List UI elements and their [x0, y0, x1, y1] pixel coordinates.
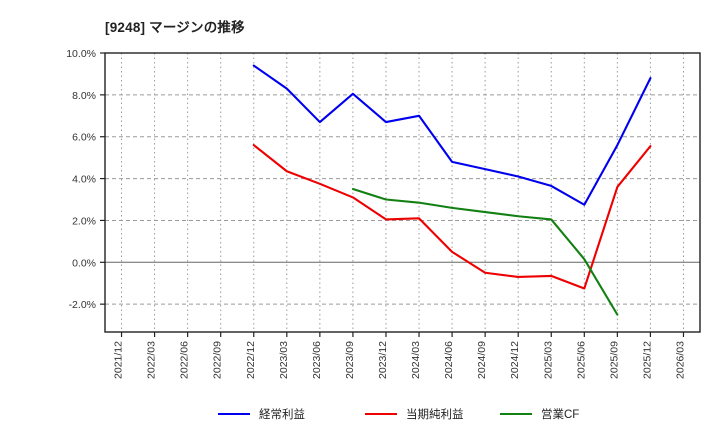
x-axis-tick-label: 2021/12: [113, 341, 125, 379]
series-line-経常利益: [252, 64, 652, 206]
x-axis-tick-label: 2022/09: [212, 341, 224, 379]
x-axis-tick-label: 2025/09: [608, 341, 620, 379]
y-axis-tick-label: 10.0%: [66, 48, 96, 60]
x-axis-tick-label: 2025/06: [575, 341, 587, 379]
y-axis-tick-label: 4.0%: [72, 174, 96, 186]
x-axis-tick-label: 2023/03: [278, 341, 290, 379]
x-axis-tick-label: 2026/03: [674, 341, 686, 379]
x-axis-tick-label: 2024/12: [509, 341, 521, 379]
legend-label-経常利益[interactable]: 経常利益: [259, 407, 305, 421]
y-axis-tick-label: -2.0%: [69, 299, 96, 311]
series-line-営業CF: [351, 188, 619, 316]
grid-layer: [105, 52, 700, 332]
x-tick-labels: 2021/12 2022/03 2022/06 2022/09 2022/12 2023/…: [113, 341, 687, 379]
chart-legend: 経常利益 当期純利益 営業CF: [218, 407, 579, 421]
y-tick-labels: 10.0% 8.0% 6.0% 4.0% 2.0% 0.0% -2.0%: [66, 48, 96, 311]
x-axis-tick-label: 2022/12: [245, 341, 257, 379]
y-axis-tick-label: 2.0%: [72, 215, 96, 227]
legend-label-営業CF[interactable]: 営業CF: [541, 407, 579, 421]
x-axis-tick-label: 2025/12: [641, 341, 653, 379]
x-axis-tick-label: 2023/09: [344, 341, 356, 379]
series-line-当期純利益: [252, 144, 652, 290]
y-axis-tick-label: 8.0%: [72, 90, 96, 102]
x-axis-tick-label: 2024/09: [476, 341, 488, 379]
series-layer: [252, 64, 652, 316]
y-axis-tick-label: 6.0%: [72, 132, 96, 144]
legend-label-当期純利益[interactable]: 当期純利益: [406, 407, 464, 421]
axis-layer: [100, 52, 701, 337]
x-axis-tick-label: 2025/03: [542, 341, 554, 379]
y-axis-tick-label: 0.0%: [72, 257, 96, 269]
x-axis-tick-label: 2024/03: [410, 341, 422, 379]
page-title: [9248] マージンの推移: [105, 20, 245, 35]
x-axis-tick-label: 2022/06: [179, 341, 191, 379]
x-axis-tick-label: 2023/06: [311, 341, 323, 379]
x-axis-tick-label: 2024/06: [443, 341, 455, 379]
x-axis-tick-label: 2023/12: [377, 341, 389, 379]
x-axis-tick-label: 2022/03: [146, 341, 158, 379]
